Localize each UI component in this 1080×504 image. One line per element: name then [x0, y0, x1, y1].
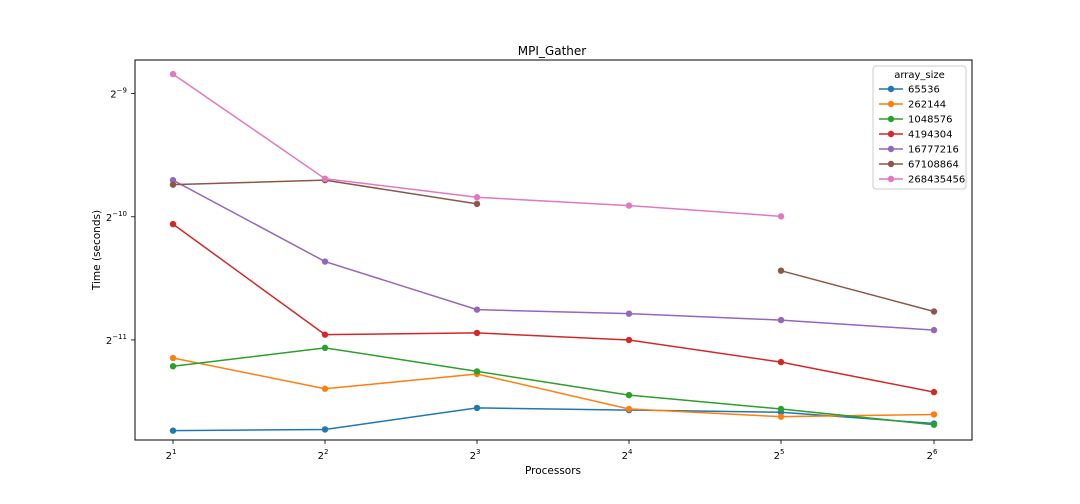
x-axis: 21 22 23 24 25 26	[166, 440, 938, 462]
series-line	[172, 357, 935, 418]
data-point	[625, 336, 633, 344]
legend-box	[872, 65, 967, 190]
plot-area	[134, 59, 973, 441]
x-tick-label: 22	[318, 448, 329, 462]
series-1048576	[169, 344, 938, 428]
legend-entry: 4194304	[879, 130, 953, 141]
series-4194304	[169, 220, 938, 396]
legend-entry: 16777216	[879, 145, 959, 156]
legend-label: 262144	[908, 100, 946, 111]
data-point	[777, 405, 785, 413]
data-point	[777, 358, 785, 366]
data-point	[169, 176, 177, 184]
x-tick-label: 23	[470, 448, 481, 462]
legend-entry: 67108864	[879, 160, 959, 171]
series-line	[172, 223, 935, 393]
data-point	[169, 363, 177, 370]
legend-marker	[887, 145, 895, 153]
data-point	[169, 354, 177, 362]
legend-marker	[887, 115, 895, 123]
series-line	[172, 179, 935, 331]
data-point	[930, 411, 938, 418]
data-point	[321, 331, 329, 338]
data-point	[473, 329, 481, 337]
legend-marker	[887, 130, 895, 138]
data-point	[473, 194, 481, 201]
data-point	[321, 344, 329, 352]
data-point	[777, 213, 785, 220]
legend-entries: 65536 262144 1048576 4194304 16777216 6710886…	[879, 85, 965, 186]
x-tick-label: 21	[166, 448, 177, 462]
data-point	[321, 385, 329, 392]
data-point	[321, 175, 329, 182]
y-tick-label: 2−11	[106, 333, 127, 347]
legend-label: 65536	[908, 85, 940, 96]
y-axis-label: Time (seconds)	[91, 210, 103, 291]
data-point	[473, 404, 481, 412]
data-point	[321, 258, 329, 265]
data-point	[321, 426, 329, 433]
data-point	[930, 326, 938, 334]
data-point	[625, 310, 633, 317]
series-line	[172, 407, 935, 432]
legend-label: 1048576	[908, 115, 953, 126]
y-tick-label: 2−9	[110, 87, 127, 101]
legend-entry: 262144	[879, 100, 946, 111]
y-tick-label: 2−10	[106, 210, 127, 224]
legend-marker	[887, 175, 895, 183]
data-point	[169, 220, 177, 228]
data-point	[777, 267, 785, 274]
data-point	[930, 421, 938, 428]
data-point	[777, 316, 785, 324]
data-point	[930, 388, 938, 396]
series-layer	[169, 70, 938, 434]
data-point	[169, 70, 177, 78]
series-65536	[169, 404, 938, 434]
y-axis: 2−9 2−10 2−11	[106, 87, 135, 347]
x-axis-label: Processors	[525, 465, 581, 477]
series-268435456	[169, 70, 785, 220]
legend-title: array_size	[894, 70, 945, 81]
x-tick-label: 24	[622, 448, 633, 462]
legend-marker	[887, 160, 895, 168]
legend-label: 268435456	[908, 175, 965, 186]
legend: array_size 65536 262144 1048576 4194304 1677…	[872, 65, 967, 190]
data-point	[625, 405, 633, 413]
data-point	[473, 368, 481, 375]
chart-title: MPI_Gather	[518, 44, 586, 58]
data-point	[625, 391, 633, 399]
data-point	[169, 427, 177, 434]
x-tick-label: 25	[774, 448, 785, 462]
legend-label: 4194304	[908, 130, 953, 141]
series-16777216	[169, 176, 938, 334]
legend-label: 67108864	[908, 160, 959, 171]
legend-label: 16777216	[908, 145, 959, 156]
legend-entry: 65536	[879, 85, 940, 96]
legend-marker	[887, 85, 895, 93]
data-point	[625, 202, 633, 209]
series-line	[172, 347, 935, 426]
series-262144	[169, 354, 938, 420]
x-tick-label: 26	[927, 448, 938, 462]
series-67108864	[169, 176, 938, 315]
data-point	[473, 306, 481, 313]
data-point	[473, 200, 481, 208]
data-point	[777, 413, 785, 420]
legend-marker	[887, 100, 895, 108]
series-line	[780, 269, 935, 313]
data-point	[930, 308, 938, 315]
data-point	[169, 181, 177, 188]
legend-entry: 1048576	[879, 115, 953, 126]
legend-entry: 268435456	[879, 175, 965, 186]
